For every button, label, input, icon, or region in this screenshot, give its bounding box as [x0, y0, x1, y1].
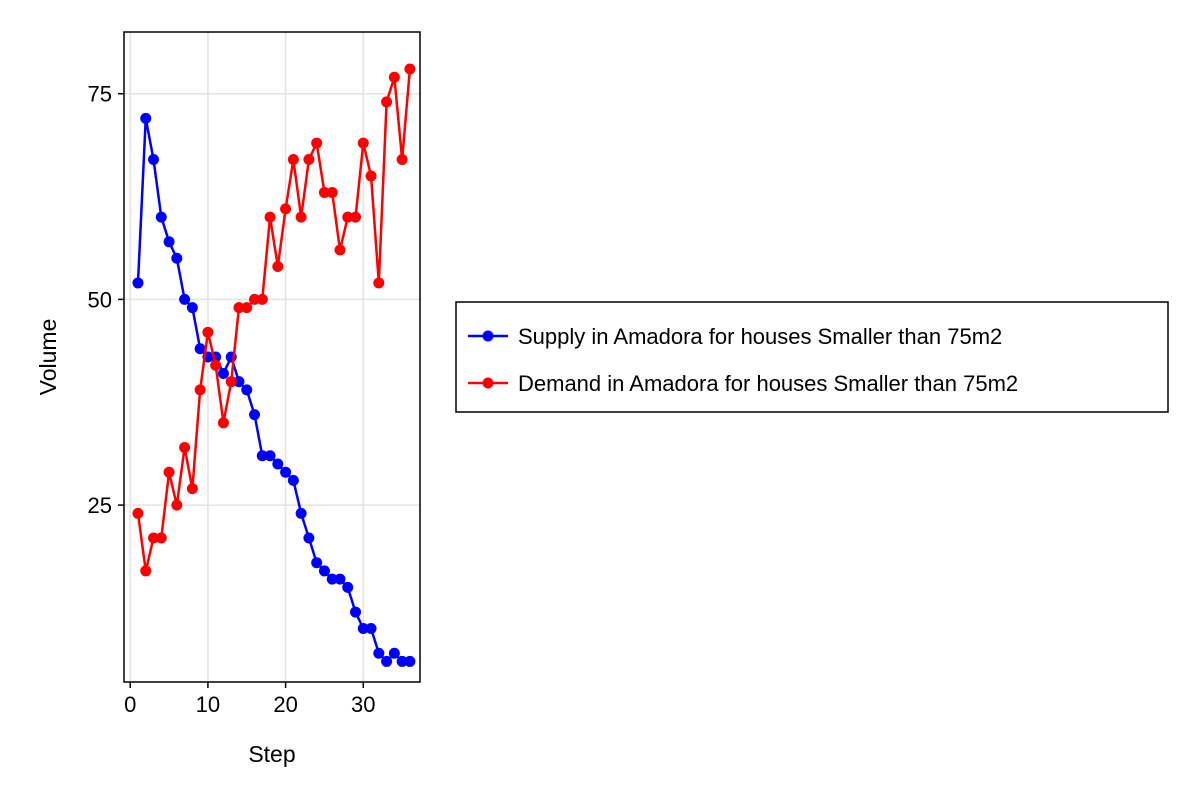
data-point: [249, 293, 261, 305]
x-axis-title: Step: [248, 741, 295, 767]
data-point: [295, 211, 307, 223]
data-point: [373, 277, 385, 289]
data-point: [241, 384, 253, 396]
data-point: [373, 647, 385, 659]
data-point: [256, 450, 268, 462]
data-point: [318, 186, 330, 198]
data-point: [396, 154, 408, 166]
data-point: [148, 532, 160, 544]
data-point: [326, 573, 338, 585]
data-point: [303, 154, 315, 166]
data-point: [396, 655, 408, 667]
legend: Supply in Amadora for houses Smaller tha…: [455, 301, 1169, 413]
data-point: [326, 186, 338, 198]
x-tick-label: 30: [351, 692, 375, 717]
data-point: [217, 367, 229, 379]
series-supply: [132, 112, 416, 667]
y-tick-label: 25: [88, 493, 112, 518]
legend-item: Supply in Amadora for houses Smaller tha…: [468, 324, 1002, 349]
data-point: [171, 252, 183, 264]
plot-frame: [123, 31, 421, 683]
data-point: [264, 450, 276, 462]
data-point: [388, 647, 400, 659]
data-point: [179, 442, 191, 454]
data-point: [350, 606, 362, 618]
data-point: [194, 343, 206, 355]
legend-item: Demand in Amadora for houses Smaller tha…: [468, 371, 1018, 396]
data-point: [202, 326, 214, 338]
data-point: [342, 211, 354, 223]
x-tick-label: 0: [124, 692, 136, 717]
data-point: [256, 293, 268, 305]
y-axis-title: Volume: [35, 319, 61, 396]
data-point: [365, 170, 377, 182]
data-point: [249, 409, 261, 421]
legend-label: Demand in Amadora for houses Smaller tha…: [518, 371, 1018, 396]
data-point: [186, 302, 198, 314]
data-point: [264, 211, 276, 223]
grid-lines: [124, 32, 420, 682]
data-point: [280, 203, 292, 215]
data-point: [179, 293, 191, 305]
data-point: [272, 458, 284, 470]
x-tick-label: 10: [196, 692, 220, 717]
data-point: [287, 154, 299, 166]
data-point: [287, 474, 299, 486]
data-point: [140, 565, 152, 577]
data-point: [194, 384, 206, 396]
data-point: [210, 359, 222, 371]
data-point: [311, 557, 323, 569]
data-point: [365, 623, 377, 635]
series-layer: [132, 63, 416, 667]
data-point: [171, 499, 183, 511]
y-tick-label: 50: [88, 287, 112, 312]
data-point: [155, 532, 167, 544]
series-line: [136, 68, 412, 573]
data-point: [388, 71, 400, 83]
data-point: [295, 507, 307, 519]
data-point: [334, 573, 346, 585]
data-point: [163, 466, 175, 478]
data-point: [350, 211, 362, 223]
data-point: [163, 236, 175, 248]
data-point: [342, 581, 354, 593]
data-point: [148, 154, 160, 166]
data-point: [272, 260, 284, 272]
series-demand: [132, 63, 416, 577]
data-point: [311, 137, 323, 149]
data-point: [303, 532, 315, 544]
legend-marker: [482, 377, 494, 389]
legend-marker: [482, 330, 494, 342]
legend-box: [455, 301, 1169, 413]
data-point: [140, 112, 152, 124]
data-point: [233, 302, 245, 314]
data-point: [357, 137, 369, 149]
data-point: [404, 63, 416, 75]
data-point: [132, 277, 144, 289]
data-point: [217, 417, 229, 429]
data-point: [357, 623, 369, 635]
data-point: [280, 466, 292, 478]
data-point: [225, 376, 237, 388]
data-point: [381, 655, 393, 667]
data-point: [233, 376, 245, 388]
data-point: [381, 96, 393, 108]
data-point: [318, 565, 330, 577]
data-point: [241, 302, 253, 314]
y-tick-label: 75: [88, 82, 112, 107]
data-point: [404, 655, 416, 667]
data-point: [186, 483, 198, 495]
axis-ticks: 0 10 20 30 25 50 75: [88, 82, 376, 717]
data-point: [334, 244, 346, 256]
legend-label: Supply in Amadora for houses Smaller tha…: [518, 324, 1002, 349]
data-point: [155, 211, 167, 223]
x-tick-label: 20: [273, 692, 297, 717]
data-point: [132, 507, 144, 519]
series-line: [136, 117, 410, 663]
